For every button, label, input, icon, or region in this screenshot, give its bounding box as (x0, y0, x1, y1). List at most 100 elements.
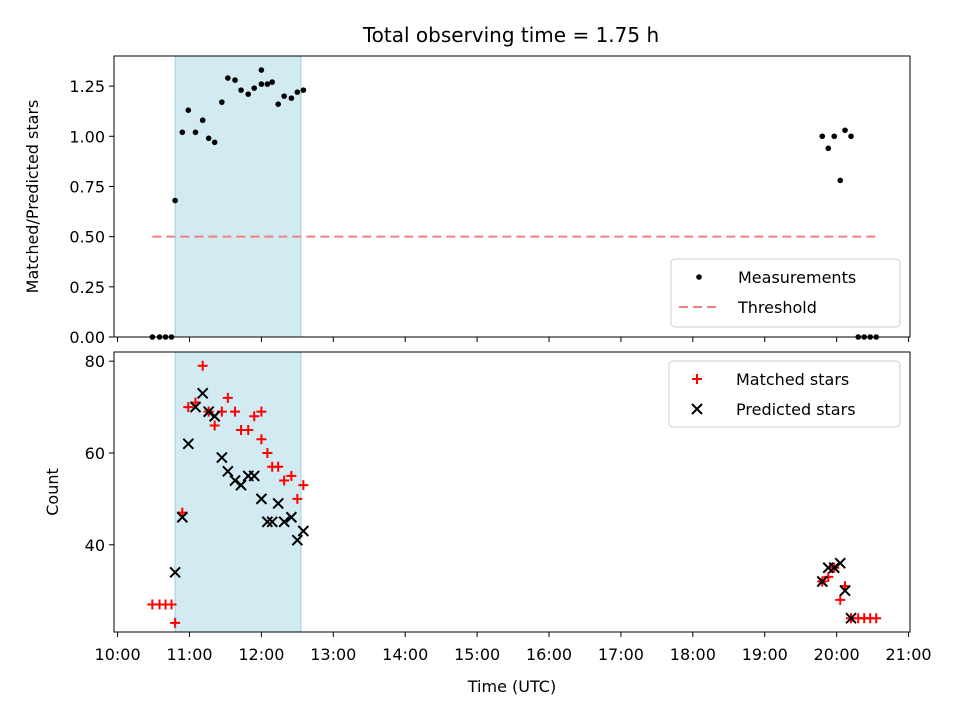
bottom-panel: 40 60 80 10:00 11:00 12:00 13:00 14:00 15:00 16:0… (43, 351, 932, 696)
chart-bottom-legend-matched-stars-marker (692, 374, 702, 384)
chart-bottom-predicted-stars-point (291, 534, 304, 546)
chart-bottom-predicted-stars-point (816, 575, 828, 588)
chart-bottom-predicted-stars-point (278, 516, 290, 528)
chart-bottom-predicted-stars-point (266, 516, 278, 528)
chart-top-observing-span (174, 55, 302, 338)
chart-bottom-matched-stars-point (256, 406, 267, 417)
chart-bottom-axes-frame (113, 351, 911, 633)
chart-top-measurements-point (179, 129, 186, 136)
chart-top-measurements-point (269, 79, 275, 85)
chart-top-ytick-label: 0.50 (69, 228, 105, 247)
chart-bottom-matched-stars-point (262, 447, 273, 458)
chart-top-axes-frame (113, 55, 911, 338)
chart-top-measurements-point (199, 117, 206, 124)
chart-top-measurements-point (837, 177, 844, 184)
chart-bottom-xtick-label: 16:00 (526, 645, 572, 664)
chart-top-measurements-point (219, 99, 225, 105)
chart-bottom-xtick-label: 21:00 (886, 645, 932, 664)
chart-top-measurements-point (258, 81, 265, 87)
chart-bottom-ylabel: Count (43, 468, 62, 516)
chart-top-measurements-point (232, 77, 238, 83)
chart-title: Total observing time = 1.75 h (362, 23, 659, 47)
chart-bottom-predicted-stars-point (176, 511, 189, 523)
chart-bottom-predicted-stars-point (845, 612, 857, 624)
chart-bottom-xtick-label: 19:00 (742, 645, 788, 664)
chart-top-measurements-point (264, 81, 271, 87)
chart-bottom-predicted-stars-point (261, 516, 274, 528)
chart-top-ytick-label: 0.25 (69, 278, 105, 297)
chart-top-measurements-point (245, 91, 252, 97)
chart-bottom-matched-stars-point (286, 470, 297, 481)
chart-top-measurements-point (225, 75, 231, 81)
chart-bottom-matched-stars-point (279, 475, 290, 486)
chart-bottom-xtick-label: 11:00 (166, 645, 212, 664)
chart-top-measurements-point (288, 95, 295, 101)
chart-bottom-ytick-label: 80 (85, 352, 105, 371)
chart-top-measurements-point (848, 133, 854, 140)
chart-top-measurements-point (172, 197, 178, 204)
chart-top-measurements-point (185, 107, 192, 113)
chart-top-measurements-point (211, 139, 218, 146)
chart-bottom-predicted-stars-point (216, 451, 228, 464)
chart-bottom-matched-stars-point (835, 594, 846, 605)
chart-bottom-matched-stars-point (222, 392, 233, 403)
chart-bottom-predicted-stars-point (208, 410, 221, 422)
chart-bottom-matched-stars-point (256, 434, 267, 445)
chart-bottom-matched-stars-point (292, 493, 303, 504)
chart-bottom-ytick-label: 40 (85, 536, 105, 555)
chart-bottom-matched-stars-point (871, 613, 882, 624)
chart-bottom-xtick-label: 12:00 (238, 645, 284, 664)
chart-bottom-legend (668, 360, 901, 428)
chart-bottom-predicted-stars-point (189, 401, 202, 413)
chart-bottom-matched-stars-point (197, 360, 208, 371)
chart-bottom-xtick-label: 14:00 (382, 645, 428, 664)
chart-top-measurements-point (238, 87, 244, 93)
chart-bottom-observing-span (174, 351, 302, 633)
chart-bottom-predicted-stars-point (235, 479, 247, 491)
chart-bottom-xlabel: Time (UTC) (467, 677, 556, 696)
chart-top-measurements-point (205, 135, 212, 142)
top-panel: 0.00 0.25 0.50 0.75 1.00 1.25 Matched/Predicte… (23, 55, 911, 347)
chart-top-measurements-point (281, 93, 287, 99)
chart-top-ytick-label: 0.00 (69, 328, 105, 347)
chart-bottom-legend-predicted-stars-label: Predicted stars (736, 400, 856, 419)
chart-bottom-matched-stars-point (170, 617, 181, 628)
chart-bottom-predicted-stars-point (222, 465, 234, 478)
chart-bottom-matched-stars-point (273, 461, 284, 472)
chart-top-measurements-point (192, 129, 199, 136)
chart-top-ytick-label: 1.00 (69, 127, 105, 146)
chart-top-measurements-point (819, 133, 826, 140)
chart-bottom-xtick-label: 20:00 (814, 645, 860, 664)
chart-bottom-predicted-stars-point (297, 525, 310, 537)
chart-top-legend (670, 258, 901, 328)
chart-bottom-xtick-label: 10:00 (95, 645, 141, 664)
chart-bottom-predicted-stars-point (285, 511, 298, 523)
chart-top-ylabel: Matched/Predicted stars (23, 100, 42, 294)
chart-bottom-predicted-stars-point (834, 557, 846, 569)
chart-bottom-matched-stars-point (209, 420, 220, 431)
chart-bottom-predicted-stars-point (255, 493, 268, 505)
chart-top-measurements-point (842, 127, 848, 134)
chart-top-measurements-point (294, 89, 301, 95)
chart-top-ytick-label: 1.25 (69, 77, 105, 96)
chart-bottom-matched-stars-point (249, 411, 260, 422)
chart-bottom-predicted-stars-point (182, 438, 195, 450)
chart-bottom-predicted-stars-point (169, 566, 181, 579)
chart-bottom-matched-stars-point (230, 406, 241, 417)
chart-bottom-legend-matched-stars-label: Matched stars (736, 370, 849, 389)
chart-top-ytick-label: 0.75 (69, 177, 105, 196)
chart-bottom-ytick-label: 60 (85, 444, 105, 463)
chart-bottom-predicted-stars-point (196, 387, 209, 400)
chart-bottom-predicted-stars-point (272, 497, 284, 510)
chart-bottom-xtick-label: 18:00 (670, 645, 716, 664)
chart-top-legend-measurements-label: Measurements (738, 268, 856, 287)
chart-bottom-matched-stars-point (183, 402, 194, 413)
chart-bottom-xtick-label: 13:00 (310, 645, 356, 664)
chart-top-legend-measurements-marker (696, 274, 702, 280)
chart-top-measurements-point (831, 133, 838, 140)
chart-top-measurements-point (825, 145, 832, 152)
chart-bottom-matched-stars-point (298, 480, 309, 491)
chart-bottom-legend-predicted-stars-marker (691, 403, 703, 415)
chart-top-measurements-point (275, 101, 281, 107)
